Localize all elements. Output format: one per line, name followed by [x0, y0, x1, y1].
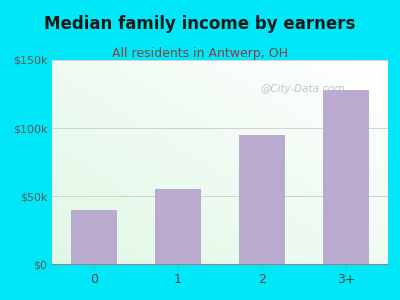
Bar: [155, 189, 201, 264]
Text: All residents in Antwerp, OH: All residents in Antwerp, OH: [112, 46, 288, 59]
Bar: [239, 135, 285, 264]
Bar: [323, 90, 369, 264]
Text: Median family income by earners: Median family income by earners: [44, 15, 356, 33]
Bar: [71, 210, 117, 264]
Text: @City-Data.com: @City-Data.com: [260, 85, 345, 94]
